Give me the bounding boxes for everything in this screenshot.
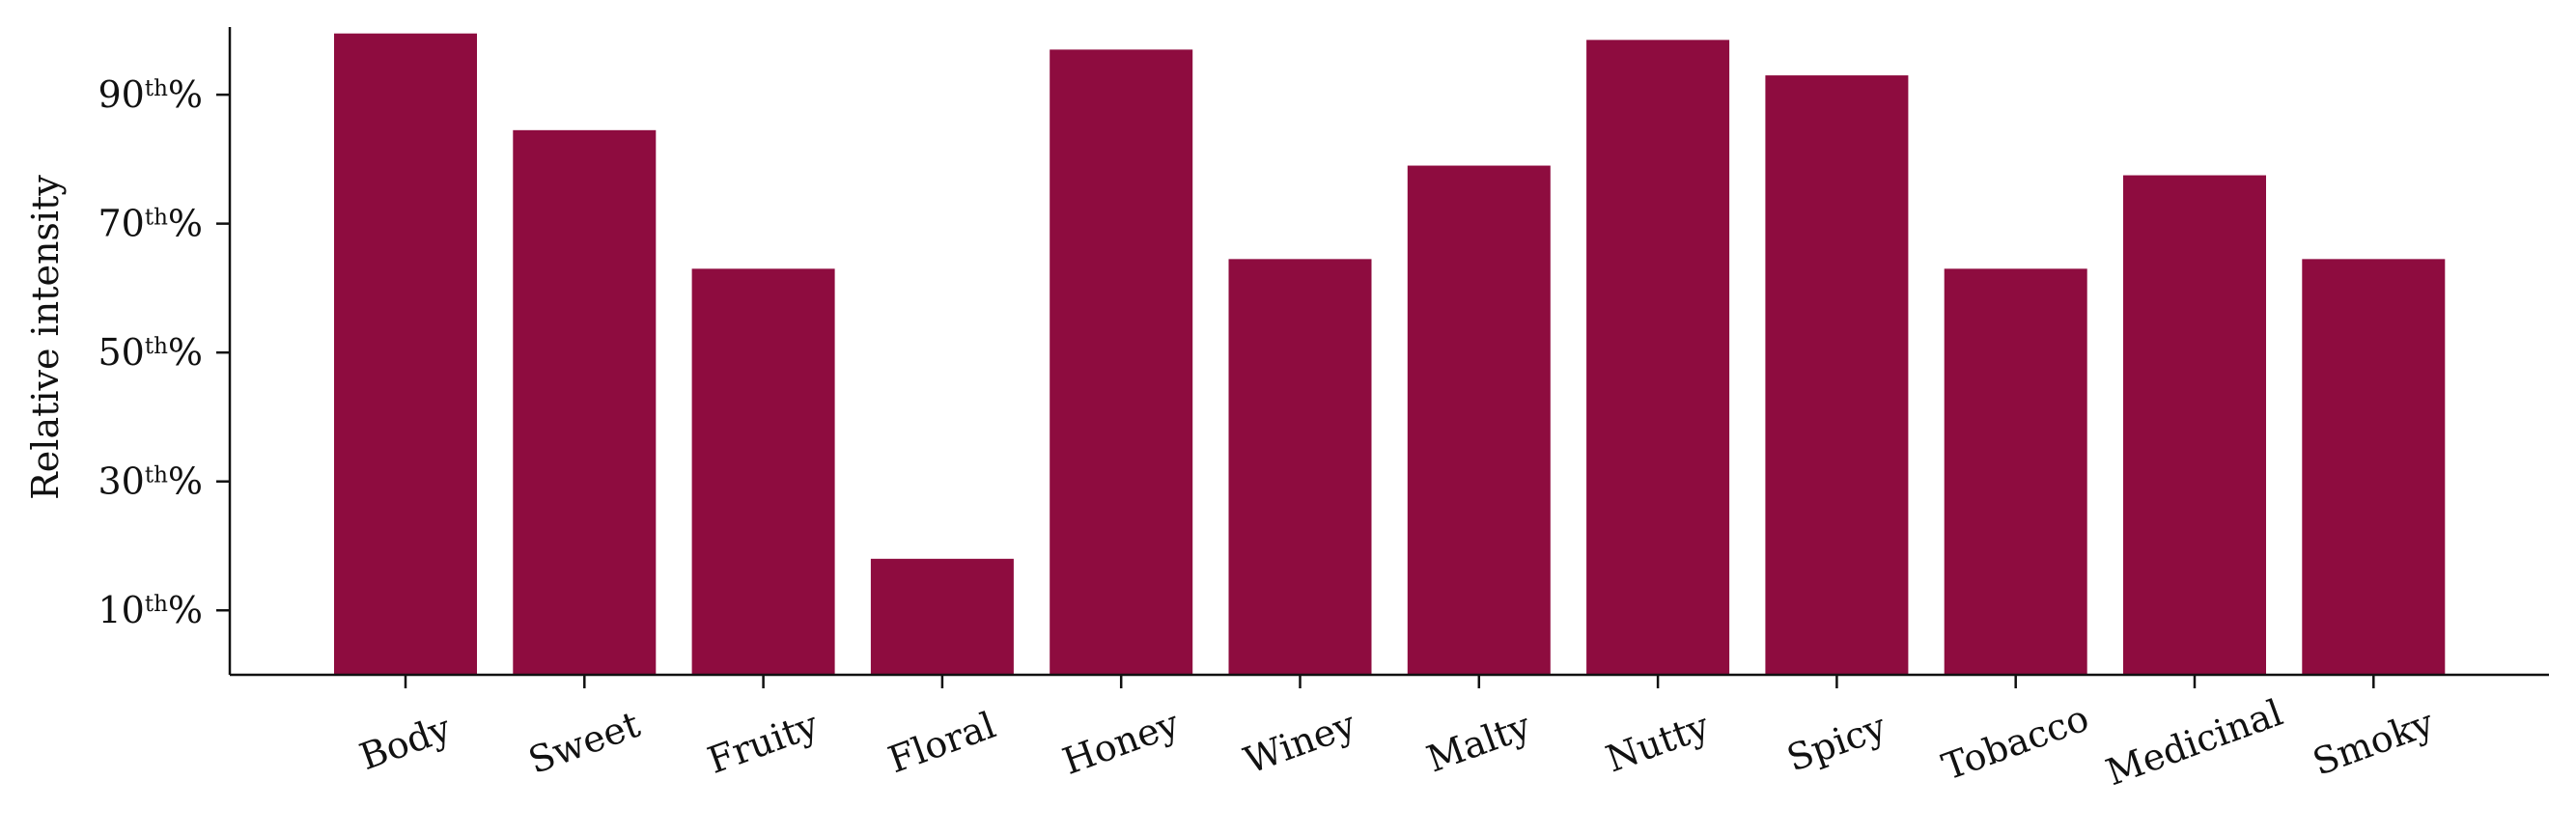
y-tick-suffix: % — [168, 331, 203, 374]
bar-smoky — [2302, 259, 2446, 675]
bar-body — [334, 33, 477, 675]
bar-fruity — [691, 268, 835, 675]
x-tick-label: Honey — [1057, 702, 1185, 783]
bar-sweet — [513, 129, 657, 675]
x-tick-label: Tobacco — [1937, 696, 2094, 788]
y-tick-superscript: th — [145, 592, 168, 617]
y-tick-label: 90th% — [98, 73, 203, 116]
x-tick-label: Malty — [1421, 704, 1536, 780]
x-tick-label: Spicy — [1781, 705, 1891, 780]
y-tick-suffix: % — [168, 460, 203, 503]
y-tick-number: 70 — [98, 203, 144, 245]
x-tick-label: Sweet — [523, 703, 646, 782]
bar-honey — [1050, 49, 1193, 675]
y-tick-superscript: th — [145, 206, 168, 231]
bar-floral — [870, 558, 1014, 675]
y-tick-superscript: th — [145, 463, 168, 488]
bar-tobacco — [1944, 268, 2087, 675]
bars-group — [334, 33, 2446, 676]
y-tick-suffix: % — [168, 203, 203, 245]
y-axis-title: Relative intensity — [24, 175, 67, 500]
y-tick-label: 70th% — [98, 203, 203, 245]
y-tick-label: 50th% — [98, 331, 203, 374]
x-tick-label: Nutty — [1601, 704, 1716, 780]
y-tick-number: 10 — [98, 589, 144, 631]
x-tick-label: Floral — [882, 704, 1001, 781]
bar-nutty — [1586, 40, 1730, 676]
x-tick-label: Body — [354, 707, 457, 779]
y-ticks-group: 10th%30th%50th%70th%90th% — [98, 73, 230, 631]
y-tick-superscript: th — [145, 76, 168, 101]
x-ticks-group: Body Sweet Fruity Floral Honey Winey Malty Nutt… — [354, 675, 2440, 794]
y-tick-label: 30th% — [98, 460, 203, 503]
x-tick-label: Medicinal — [2101, 691, 2288, 795]
x-tick-label: Winey — [1239, 703, 1361, 782]
y-tick-number: 50 — [98, 331, 144, 374]
bar-spicy — [1765, 75, 1909, 675]
bar-winey — [1228, 259, 1372, 675]
y-tick-number: 90 — [98, 73, 144, 116]
bar-medicinal — [2123, 175, 2266, 675]
y-tick-suffix: % — [168, 73, 203, 116]
x-tick-label: Fruity — [702, 703, 824, 782]
x-tick-label: Smoky — [2308, 701, 2440, 784]
y-tick-superscript: th — [145, 334, 168, 359]
bar-malty — [1407, 165, 1551, 676]
y-tick-suffix: % — [168, 589, 203, 631]
y-tick-label: 10th% — [98, 589, 203, 631]
y-tick-number: 30 — [98, 460, 144, 503]
